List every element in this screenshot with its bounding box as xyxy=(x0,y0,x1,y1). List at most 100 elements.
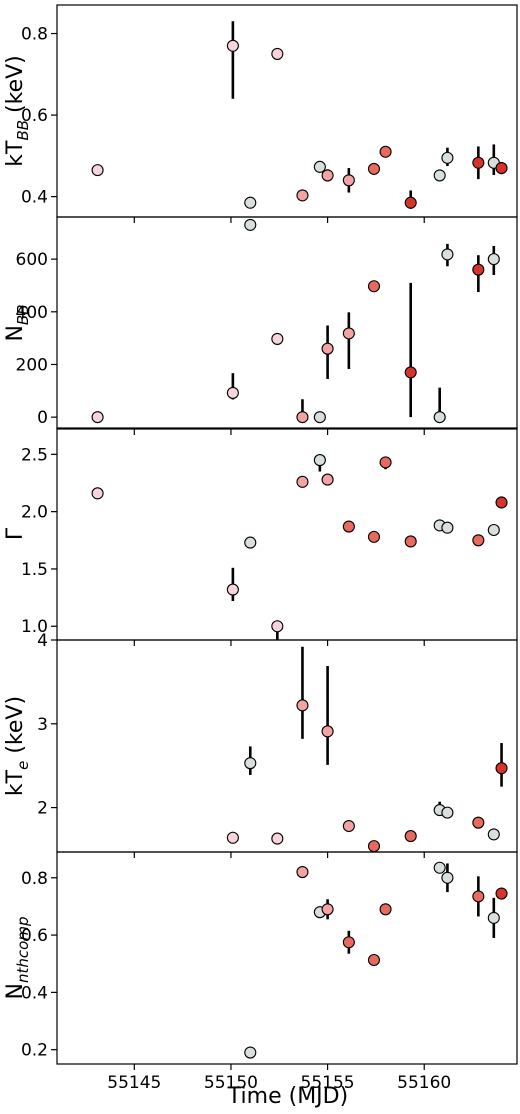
y-tick-label: 200 xyxy=(16,355,48,375)
data-point xyxy=(342,174,355,187)
data-point xyxy=(441,871,454,884)
data-point xyxy=(296,411,309,424)
data-point xyxy=(495,887,508,900)
panel-5: 0.2 0.4 0.6 0.8 Nnthcomp 55145 55150 55155 55160 xyxy=(3,851,518,1093)
y-axis-label: Γ xyxy=(3,527,28,540)
data-point xyxy=(226,39,239,52)
panel-3: 1.0 1.5 2.0 2.5 Γ xyxy=(3,427,518,646)
data-point xyxy=(404,196,417,209)
y-tick-label: 400 xyxy=(16,303,48,323)
data-point xyxy=(379,903,392,916)
data-point xyxy=(367,280,381,293)
data-point xyxy=(271,620,284,633)
data-point xyxy=(472,890,485,903)
data-point xyxy=(367,162,381,175)
data-point xyxy=(91,411,104,424)
data-point xyxy=(433,861,446,874)
data-point xyxy=(495,762,508,775)
data-point xyxy=(472,263,485,276)
panel-1: 0.4 0.6 0.8 kTBB (keV) xyxy=(3,4,518,223)
data-point xyxy=(226,583,239,596)
data-point xyxy=(244,196,257,209)
data-point xyxy=(404,535,417,548)
y-tick-label: 2.0 xyxy=(21,503,48,523)
data-point xyxy=(472,156,485,169)
data-point xyxy=(487,828,500,841)
data-layer xyxy=(91,21,508,209)
data-point xyxy=(379,456,392,469)
data-point xyxy=(271,332,284,345)
data-point xyxy=(321,342,334,355)
data-point xyxy=(495,496,508,509)
data-point xyxy=(244,218,257,231)
data-point xyxy=(313,411,326,424)
data-point xyxy=(342,936,355,949)
data-point xyxy=(91,487,104,500)
data-point xyxy=(244,757,257,770)
data-point xyxy=(487,523,500,537)
data-point xyxy=(441,248,454,261)
data-point xyxy=(472,534,485,547)
data-point xyxy=(404,830,417,843)
data-point xyxy=(367,840,381,852)
y-tick-label: 600 xyxy=(16,250,48,270)
y-tick-label: 1.5 xyxy=(21,560,48,580)
data-point xyxy=(321,169,334,182)
panel-4: 2 3 4 kTe (keV) xyxy=(3,631,518,858)
data-point xyxy=(226,386,239,399)
y-tick-label: 2.5 xyxy=(21,445,48,465)
data-point xyxy=(244,536,257,549)
y-tick-label: 3 xyxy=(37,715,48,735)
y-axis-label: kTe (keV) xyxy=(3,696,32,796)
panel-frame xyxy=(56,851,518,1065)
y-tick-label: 0.8 xyxy=(21,25,48,45)
data-point xyxy=(321,473,334,486)
data-point xyxy=(433,411,446,424)
data-point xyxy=(321,903,334,916)
y-tick-label: 1.0 xyxy=(21,617,48,637)
data-point xyxy=(271,832,284,845)
data-point xyxy=(379,145,392,158)
y-tick-label: 0.6 xyxy=(21,926,48,946)
data-point xyxy=(441,151,454,164)
y-tick-label: 0.2 xyxy=(21,1041,48,1061)
x-tick-label: 55160 xyxy=(397,1073,451,1093)
data-point xyxy=(313,160,326,173)
data-point xyxy=(487,253,500,266)
data-point xyxy=(342,327,355,340)
data-point xyxy=(472,816,485,829)
data-layer xyxy=(91,454,508,640)
y-axis-label: kTBB (keV) xyxy=(3,55,32,166)
data-point xyxy=(404,366,417,379)
data-point xyxy=(433,169,446,182)
y-tick-label: 0.6 xyxy=(21,106,48,126)
data-point xyxy=(313,454,326,467)
data-point xyxy=(342,819,355,833)
x-tick-label: 55145 xyxy=(107,1073,161,1093)
panel-frame xyxy=(56,427,518,641)
data-point xyxy=(296,475,309,488)
panel-frame xyxy=(56,639,518,853)
data-point xyxy=(487,911,500,924)
data-point xyxy=(296,699,309,712)
y-tick-label: 4 xyxy=(37,631,48,651)
panel-frame xyxy=(56,4,518,218)
y-axis-label: NBB xyxy=(3,304,32,341)
panel-2: 0 200 400 600 NBB xyxy=(3,216,518,435)
panel-frame xyxy=(56,216,518,430)
data-layer xyxy=(226,646,508,852)
data-point xyxy=(441,806,454,819)
y-axis-label: Nnthcomp xyxy=(3,917,32,1000)
data-point xyxy=(495,162,508,175)
panels-layer: 0.4 0.6 0.8 kTBB (keV) 0 200 400 600 NBB 1.0 1.5 2.… xyxy=(3,4,518,1093)
data-point xyxy=(226,831,239,844)
data-point xyxy=(367,953,381,967)
data-point xyxy=(296,189,309,202)
data-point xyxy=(271,47,284,60)
x-tick-label: 55150 xyxy=(204,1073,258,1093)
x-axis-label: Time (MJD) xyxy=(227,1084,348,1109)
data-layer xyxy=(91,218,500,424)
data-point xyxy=(441,521,454,534)
data-point xyxy=(244,1046,257,1059)
